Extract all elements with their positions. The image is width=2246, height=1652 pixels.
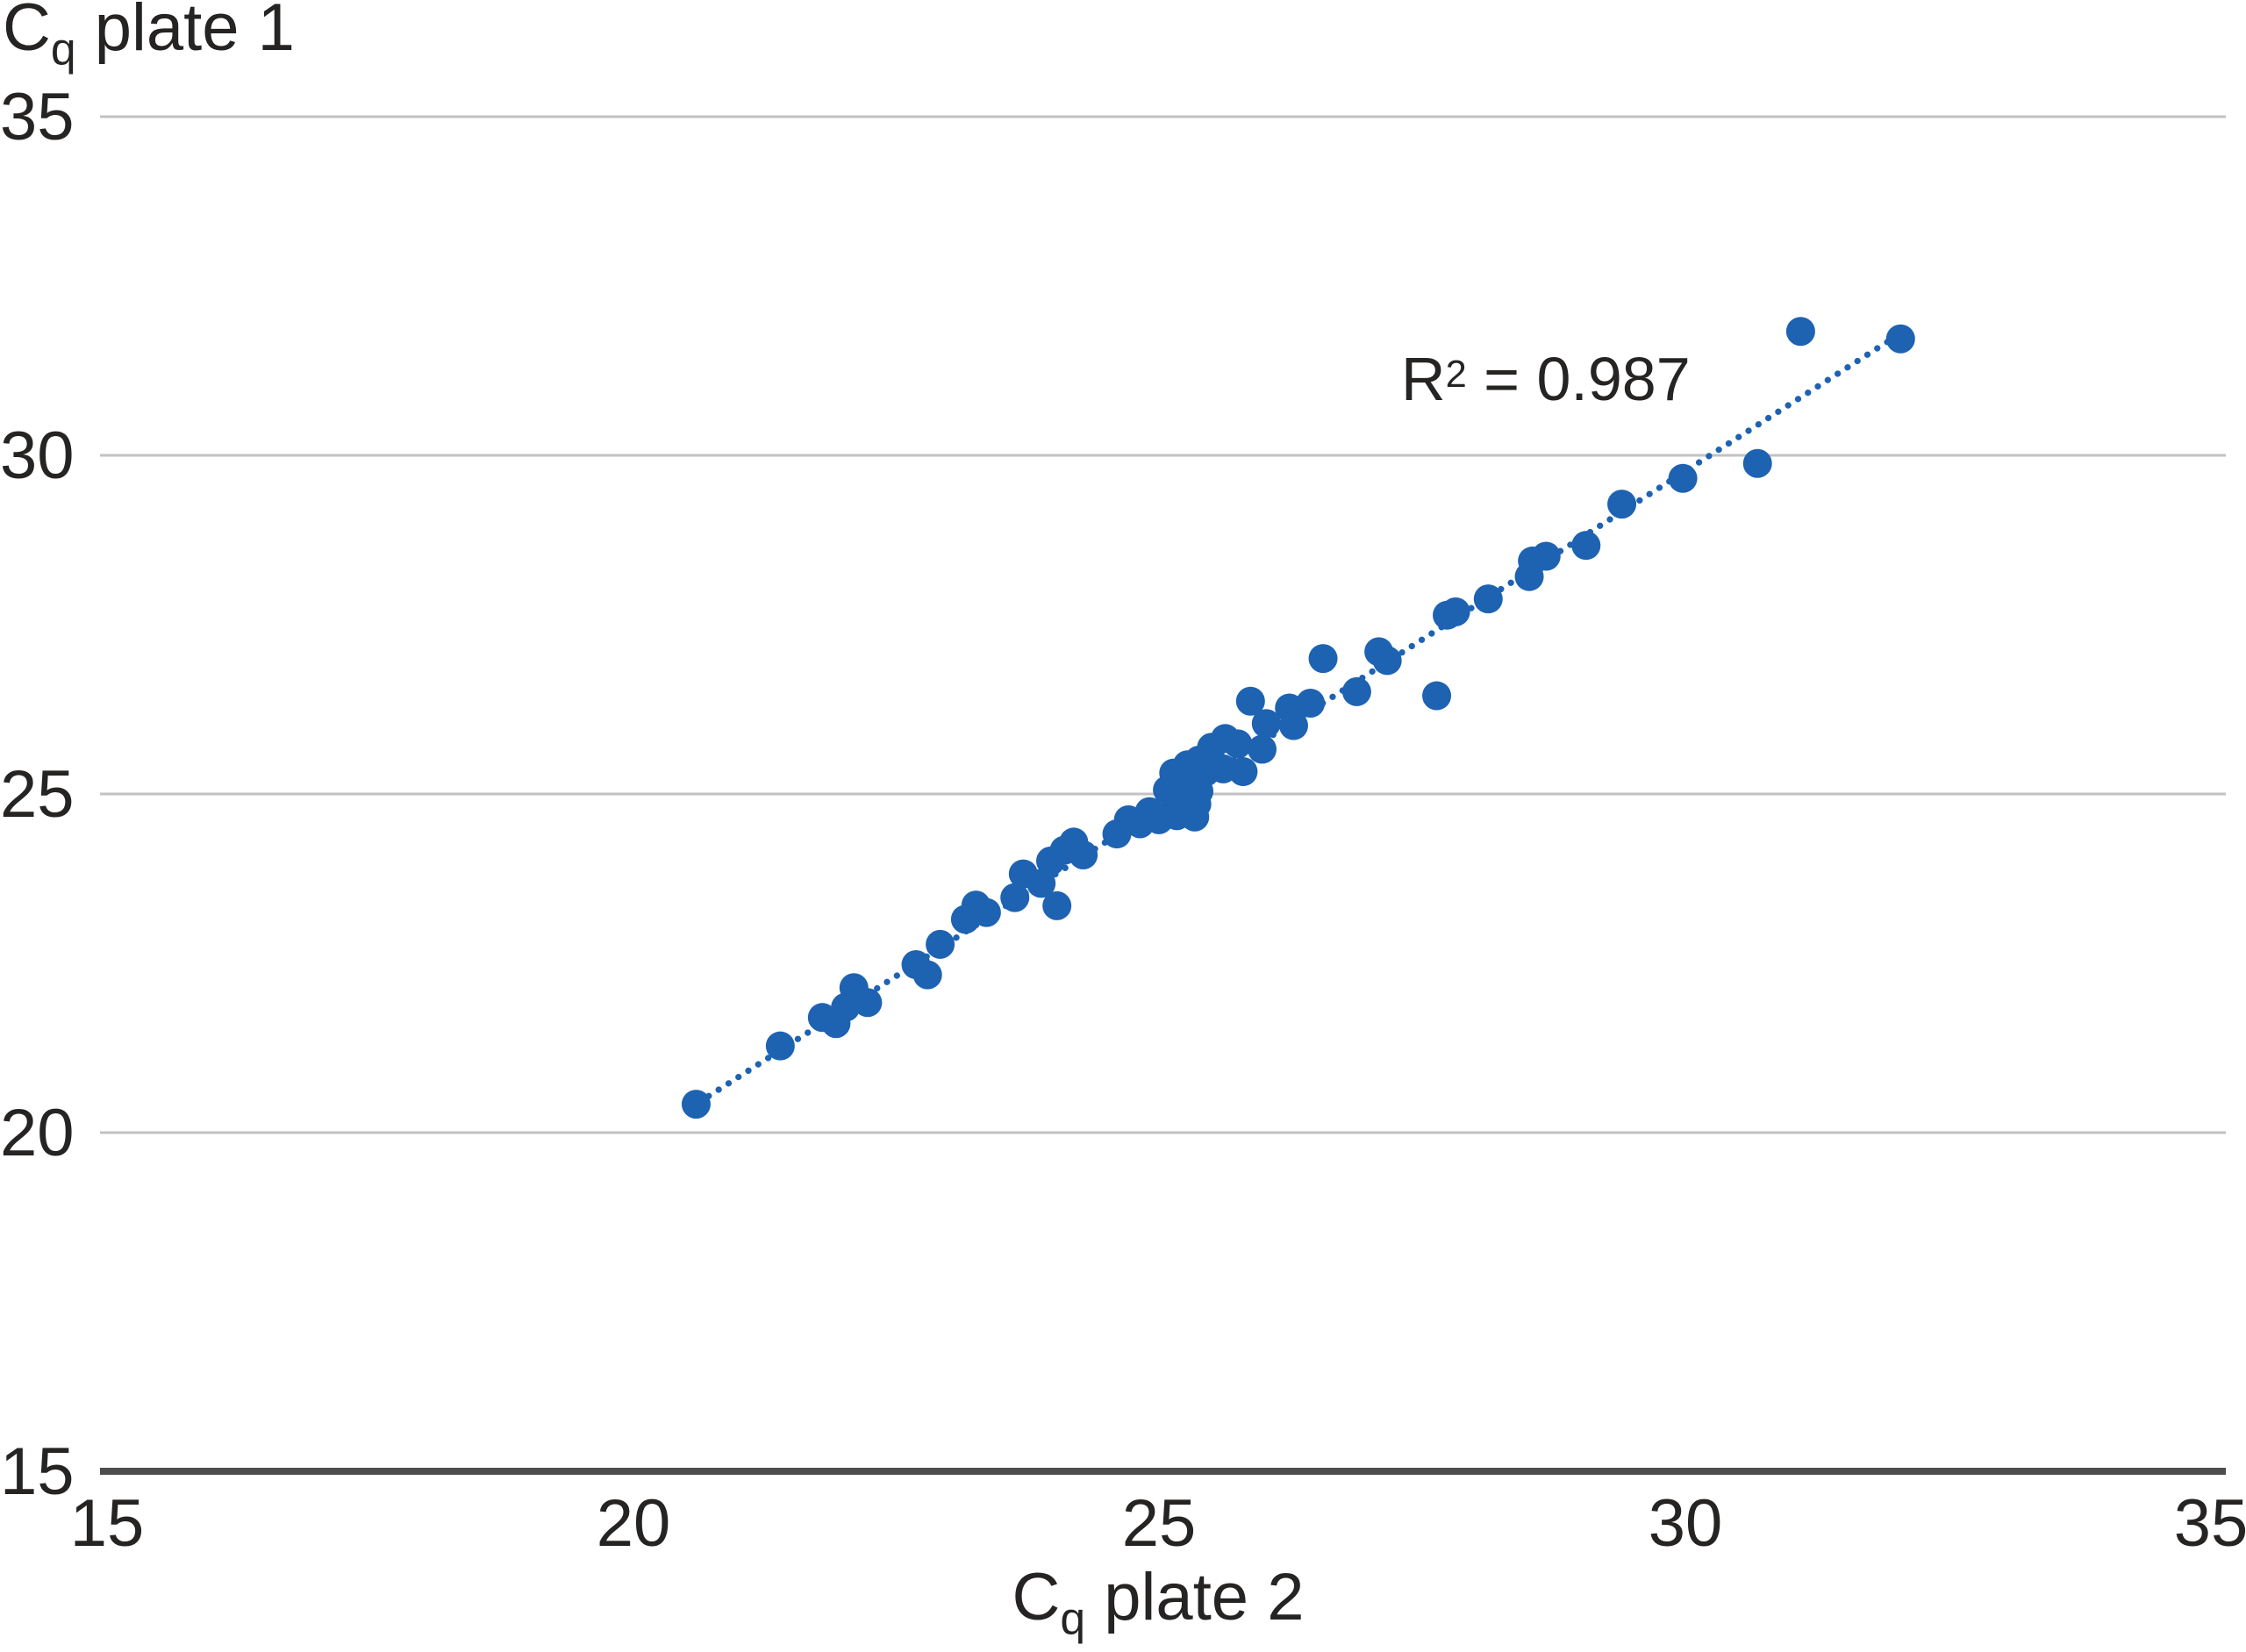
y-tick-label: 30 xyxy=(0,418,75,493)
x-tick-label: 30 xyxy=(1648,1486,1723,1561)
scatter-point xyxy=(1069,840,1098,869)
x-tick-label: 15 xyxy=(69,1486,145,1561)
scatter-point xyxy=(853,988,883,1018)
scatter-point xyxy=(1308,644,1338,674)
scatter-point xyxy=(1000,883,1030,912)
scatter-point xyxy=(1531,541,1561,571)
y-tick-label: 25 xyxy=(0,757,75,832)
r-squared-annotation: R2 = 0.987 xyxy=(1401,344,1691,410)
x-axis-title: Cq plate 2 xyxy=(807,1564,1509,1652)
scatter-point xyxy=(1223,729,1253,759)
scatter-point xyxy=(1026,869,1056,898)
y-tick-label: 20 xyxy=(0,1096,75,1170)
scatter-point xyxy=(1742,448,1772,478)
scatter-point xyxy=(1278,711,1308,740)
y-axis-title: Cq plate 1 xyxy=(3,0,295,82)
scatter-point xyxy=(1248,734,1277,764)
y-axis-title-rest: plate 1 xyxy=(75,0,295,65)
scatter-point xyxy=(1571,531,1601,561)
scatter-point xyxy=(926,929,955,959)
scatter-point xyxy=(912,960,942,990)
scatter-point xyxy=(1251,709,1281,739)
x-axis-title-base: C xyxy=(1012,1560,1061,1634)
y-tick-label: 35 xyxy=(0,80,75,154)
scatter-point xyxy=(1422,681,1452,711)
x-tick-label: 35 xyxy=(2173,1486,2246,1561)
x-axis-title-subscript: q xyxy=(1060,1592,1086,1644)
r-squared-value: = 0.987 xyxy=(1466,345,1691,414)
scatter-point xyxy=(1372,646,1402,676)
y-tick-label: 15 xyxy=(0,1434,75,1509)
scatter-point xyxy=(1607,490,1637,519)
r-squared-superscript: 2 xyxy=(1445,354,1467,396)
scatter-point xyxy=(1441,597,1470,626)
y-axis-title-subscript: q xyxy=(50,23,76,75)
scatter-point xyxy=(1235,686,1265,716)
x-tick-label: 25 xyxy=(1121,1486,1197,1561)
scatter-point xyxy=(1228,757,1258,787)
y-axis-title-base: C xyxy=(3,0,51,65)
scatter-point xyxy=(1042,890,1072,920)
scatter-point xyxy=(1341,676,1371,706)
scatter-point xyxy=(1296,689,1326,719)
scatter-point xyxy=(1668,463,1698,493)
scatter-point xyxy=(681,1090,711,1119)
scatter-point xyxy=(765,1031,795,1061)
scatter-point xyxy=(1785,317,1815,347)
scatter-point xyxy=(1473,584,1503,614)
scatter-point xyxy=(971,898,1001,927)
x-axis-title-rest: plate 2 xyxy=(1085,1560,1305,1634)
scatter-point xyxy=(1885,324,1915,354)
x-tick-label: 20 xyxy=(596,1486,671,1561)
r-squared-base: R xyxy=(1401,345,1446,414)
